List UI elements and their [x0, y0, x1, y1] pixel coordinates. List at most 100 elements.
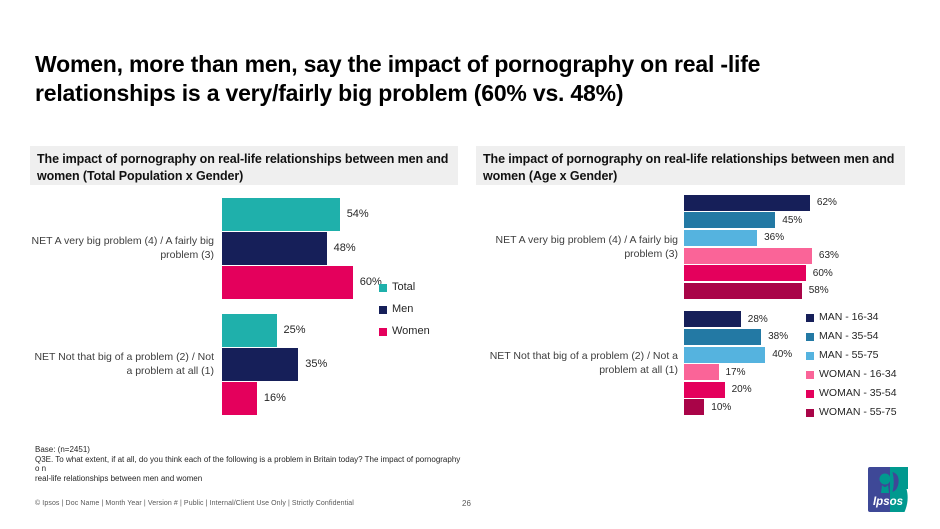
- bar-woman-55-75: [684, 399, 705, 416]
- category-label: NET Not that big of a problem (2) / Not …: [34, 350, 214, 377]
- page-title-line2: relationships is a very/fairly big probl…: [35, 80, 624, 106]
- bar-row: 38%: [684, 328, 792, 346]
- category-label: NET Not that big of a problem (2) / Not …: [489, 350, 678, 377]
- value-label: 28%: [747, 313, 768, 325]
- bar-row: 58%: [684, 282, 839, 300]
- bar-row: 62%: [684, 194, 839, 212]
- legend-label: WOMAN - 16-34: [819, 368, 897, 380]
- bar-stack: 25% 35% 16%: [222, 313, 327, 415]
- base-note-line1: Base: (n=2451): [35, 445, 90, 454]
- bar-row: 20%: [684, 381, 792, 399]
- value-label: 48%: [333, 242, 356, 254]
- legend-label: MAN - 55-75: [819, 349, 879, 361]
- page-number: 26: [462, 499, 471, 508]
- bar-total: [222, 313, 277, 347]
- legend-swatch: [806, 313, 814, 322]
- bar-man-55-75: [684, 229, 758, 246]
- bar-row: 16%: [222, 381, 327, 415]
- legend-swatch: [806, 408, 814, 417]
- bar-man-16-34: [684, 311, 741, 328]
- legend-age-x-gender: MAN - 16-34 MAN - 35-54 MAN - 55-75 WOMAN -…: [806, 311, 897, 425]
- page-title: Women, more than men, say the impact of …: [35, 50, 915, 108]
- bar-man-35-54: [684, 328, 762, 345]
- bar-woman-16-34: [684, 247, 812, 264]
- chart-category-group: NET Not that big of a problem (2) / Not …: [30, 313, 382, 415]
- page-title-line1: Women, more than men, say the impact of …: [35, 51, 761, 77]
- bar-row: 35%: [222, 347, 327, 381]
- bar-stack: 28% 38% 40% 17% 20% 10%: [684, 311, 792, 417]
- value-label: 25%: [283, 324, 306, 336]
- value-label: 10%: [711, 401, 732, 413]
- legend-item: Men: [379, 303, 430, 316]
- chart-total-population-x-gender: NET A very big problem (4) / A fairly bi…: [30, 197, 382, 415]
- category-label: NET A very big problem (4) / A fairly bi…: [31, 234, 214, 261]
- value-label: 16%: [263, 392, 286, 404]
- bar-women: [222, 265, 353, 299]
- legend-label: MAN - 16-34: [819, 311, 879, 323]
- legend-label: Men: [392, 303, 414, 315]
- legend-item: MAN - 16-34: [806, 311, 897, 324]
- bar-woman-35-54: [684, 381, 725, 398]
- ipsos-logo: Ipsos: [868, 467, 908, 512]
- legend-swatch: [806, 370, 814, 379]
- bar-women: [222, 381, 257, 415]
- bar-woman-35-54: [684, 265, 806, 282]
- value-label: 17%: [725, 366, 746, 378]
- bar-row: 60%: [222, 265, 382, 299]
- value-label: 36%: [764, 232, 785, 244]
- legend-label: MAN - 35-54: [819, 330, 879, 342]
- legend-label: Total: [392, 281, 416, 293]
- value-label: 45%: [782, 214, 803, 226]
- bar-row: 60%: [684, 264, 839, 282]
- bar-row: 63%: [684, 247, 839, 265]
- chart-category-group: NET Not that big of a problem (2) / Not …: [478, 311, 839, 417]
- value-label: 38%: [768, 331, 789, 343]
- value-label: 60%: [359, 276, 382, 288]
- value-label: 54%: [346, 208, 369, 220]
- left-chart-header: The impact of pornography on real-life r…: [30, 146, 458, 185]
- value-label: 35%: [305, 358, 328, 370]
- bar-row: 40%: [684, 346, 792, 364]
- legend-item: Total: [379, 281, 430, 294]
- value-label: 63%: [818, 250, 839, 262]
- bar-row: 54%: [222, 197, 382, 231]
- legend-label: WOMAN - 55-75: [819, 406, 897, 418]
- bar-total: [222, 197, 340, 231]
- bar-man-35-54: [684, 212, 776, 229]
- legend-total-population-x-gender: Total Men Women: [379, 281, 430, 347]
- value-label: 62%: [816, 197, 837, 209]
- legend-item: Women: [379, 325, 430, 338]
- footer-copyright: © Ipsos | Doc Name | Month Year | Versio…: [35, 500, 354, 507]
- legend-swatch: [806, 389, 814, 398]
- legend-item: MAN - 55-75: [806, 349, 897, 362]
- value-label: 60%: [812, 267, 833, 279]
- bar-row: 28%: [684, 311, 792, 329]
- legend-swatch: [806, 351, 814, 360]
- legend-label: Women: [392, 325, 430, 337]
- ipsos-logo-text: Ipsos: [873, 496, 903, 508]
- question-note-line1: Q3E. To what extent, if at all, do you t…: [35, 454, 461, 474]
- bar-men: [222, 231, 327, 265]
- bar-row: 36%: [684, 229, 839, 247]
- value-label: 40%: [772, 349, 793, 361]
- legend-swatch: [379, 305, 387, 314]
- chart-age-x-gender: NET A very big problem (4) / A fairly bi…: [478, 194, 839, 416]
- legend-item: MAN - 35-54: [806, 330, 897, 343]
- bar-woman-16-34: [684, 364, 719, 381]
- chart-category-group: NET A very big problem (4) / A fairly bi…: [478, 194, 839, 300]
- legend-item: WOMAN - 55-75: [806, 406, 897, 419]
- question-note-line2: real-life relationships between men and …: [35, 473, 203, 483]
- bar-row: 17%: [684, 363, 792, 381]
- legend-item: WOMAN - 16-34: [806, 368, 897, 381]
- legend-swatch: [806, 332, 814, 341]
- value-label: 20%: [731, 384, 752, 396]
- value-label: 58%: [808, 285, 829, 297]
- bar-stack: 54% 48% 60%: [222, 197, 382, 299]
- chart-category-group: NET A very big problem (4) / A fairly bi…: [30, 197, 382, 299]
- bar-row: 48%: [222, 231, 382, 265]
- bar-woman-55-75: [684, 282, 802, 299]
- bar-man-16-34: [684, 194, 810, 211]
- bar-row: 10%: [684, 399, 792, 417]
- ipsos-logo-icon: Ipsos: [868, 467, 908, 512]
